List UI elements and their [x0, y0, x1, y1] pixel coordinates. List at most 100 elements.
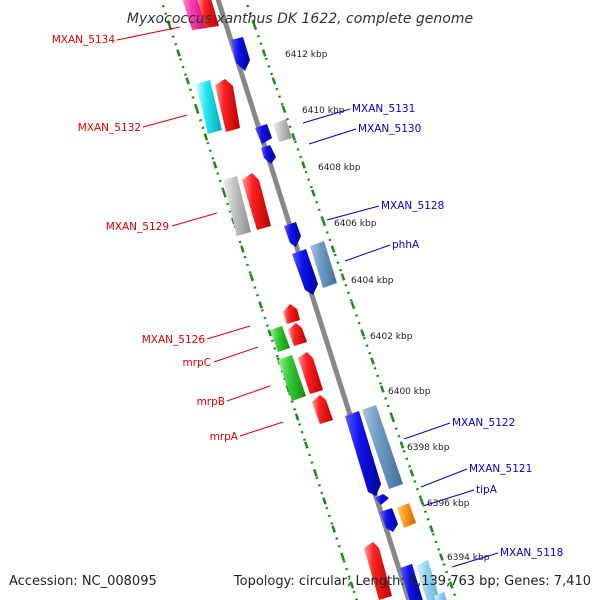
gene-mrpC-red[interactable]: [288, 323, 307, 346]
ruler-tick: [379, 385, 385, 393]
gene-MXAN_5118-blue[interactable]: [400, 564, 424, 600]
gene-MXAN_5134[interactable]: [181, 0, 207, 30]
ruler-tick: [249, 273, 254, 281]
gene-MXAN_5117[interactable]: [434, 592, 448, 600]
gene-MXAN_5129-gray[interactable]: [223, 176, 251, 236]
kbp-label: 6410 kbp: [302, 106, 345, 116]
gene-mrpB-red[interactable]: [298, 352, 323, 394]
genome-backbone: [215, 0, 412, 600]
ruler-tick: [311, 189, 316, 197]
gene-label[interactable]: tipA: [476, 484, 498, 496]
accession-text: Accession: NC_008095: [9, 574, 157, 589]
gene-MXAN_5135[interactable]: [231, 37, 250, 71]
ruler-tick: [389, 413, 395, 421]
gene-label[interactable]: MXAN_5130: [358, 123, 421, 135]
ruler-tick: [419, 497, 424, 505]
gene-MXAN_5119-red[interactable]: [364, 542, 392, 600]
genome-summary-text: Topology: circular; Length: 9,139,763 bp…: [233, 574, 591, 589]
ruler-tick: [194, 105, 200, 113]
kbp-label: 6400 kbp: [388, 387, 431, 397]
gene-MXAN_5132-red[interactable]: [215, 79, 240, 132]
ruler-tick: [212, 161, 218, 169]
ruler-tick: [448, 581, 454, 589]
kbp-label: 6412 kbp: [285, 50, 328, 60]
kbp-labels: 6412 kbp 6410 kbp 6408 kbp 6406 kbp 6404…: [285, 50, 490, 563]
gene-label[interactable]: MXAN_5128: [381, 200, 444, 212]
ruler-tick: [291, 133, 296, 141]
kbp-label: 6406 kbp: [334, 219, 377, 229]
kbp-label: 6404 kbp: [351, 276, 394, 286]
ruler-tick: [340, 553, 345, 561]
gene-mrpC-green[interactable]: [270, 326, 290, 352]
gene-mrpB-green[interactable]: [278, 355, 306, 401]
ruler-tick: [261, 49, 267, 57]
ruler-tick: [349, 581, 355, 589]
left-ruler-line: [159, 0, 359, 600]
kbp-label: 6394 kbp: [447, 553, 490, 563]
left-strand-genes: [181, 0, 392, 600]
ruler-tick: [271, 77, 277, 85]
ruler-tick: [429, 525, 434, 533]
gene-label[interactable]: phhA: [392, 239, 420, 251]
ruler-tick: [340, 273, 346, 281]
ruler-tick: [221, 189, 227, 197]
gene-tipA-orange[interactable]: [397, 503, 416, 528]
gene-label[interactable]: MXAN_5118: [500, 547, 563, 559]
ruler-tick: [322, 497, 327, 505]
right-gene-labels: MXAN_5131 MXAN_5130 MXAN_5128 phhA MXAN_…: [352, 103, 563, 559]
ruler-tick: [167, 21, 172, 29]
ruler-tick: [313, 469, 318, 477]
ruler-lines: [159, 0, 458, 600]
gene-MXAN_5132-cyan[interactable]: [196, 80, 222, 134]
ruler-tick: [320, 217, 326, 225]
gene-MXAN_5131[interactable]: [273, 119, 292, 142]
left-label-connectors: [116, 26, 284, 437]
gene-phhA-steel[interactable]: [310, 241, 337, 288]
gene-label[interactable]: mrpC: [182, 357, 211, 369]
ruler-tick: [251, 21, 257, 29]
ruler-tick: [203, 133, 209, 141]
ruler-tick: [360, 329, 365, 337]
ruler-tick: [294, 413, 300, 421]
gene-MXAN_5118-light[interactable]: [416, 560, 440, 600]
gene-MXAN_5122-blue[interactable]: [345, 411, 381, 496]
gene-label[interactable]: mrpA: [210, 431, 239, 443]
gene-MXAN_5121[interactable]: [375, 494, 389, 505]
ruler-tick: [439, 553, 444, 561]
gene-mrpA[interactable]: [312, 395, 333, 424]
gene-label[interactable]: MXAN_5126: [142, 334, 206, 346]
ruler-tick: [331, 525, 336, 533]
gene-MXAN_5130[interactable]: [255, 124, 272, 144]
left-gene-labels: MXAN_5134 MXAN_5132 MXAN_5129 MXAN_5126 …: [52, 34, 239, 443]
kbp-label: 6398 kbp: [407, 443, 450, 453]
ruler-tick: [350, 301, 356, 309]
gene-tipA-blue[interactable]: [380, 508, 398, 532]
gene-label[interactable]: MXAN_5129: [106, 221, 169, 233]
ruler-tick: [185, 77, 190, 85]
ruler-tick: [176, 49, 181, 57]
right-ruler-line: [244, 0, 458, 600]
gene-label[interactable]: MXAN_5122: [452, 417, 515, 429]
ruler-tick: [301, 161, 306, 169]
map-title: Myxococcus xanthus DK 1622, complete gen…: [127, 11, 473, 27]
gene-label[interactable]: MXAN_5132: [78, 122, 141, 134]
ruler-tick: [258, 301, 263, 309]
ruler-tick: [240, 245, 245, 253]
gene-label[interactable]: mrpB: [197, 396, 225, 408]
gene-MXAN_5129-red[interactable]: [242, 173, 271, 230]
gene-label[interactable]: MXAN_5131: [352, 103, 415, 115]
gene-phhA-blue[interactable]: [292, 249, 318, 295]
ruler-tick: [399, 441, 405, 449]
ruler-tick: [281, 105, 287, 113]
kbp-label: 6396 kbp: [427, 499, 470, 509]
gene-label[interactable]: MXAN_5121: [469, 463, 532, 475]
ruler-tick: [409, 469, 415, 477]
gene-MXAN_5122-steel[interactable]: [362, 405, 403, 489]
gene-MXAN_5126[interactable]: [283, 304, 300, 324]
ruler-tick: [304, 441, 309, 449]
gene-MXAN_5130b[interactable]: [261, 145, 276, 164]
gene-label[interactable]: MXAN_5134: [52, 34, 116, 46]
gene-MXAN_5133[interactable]: [197, 0, 219, 28]
gene-MXAN_5128[interactable]: [284, 222, 301, 247]
